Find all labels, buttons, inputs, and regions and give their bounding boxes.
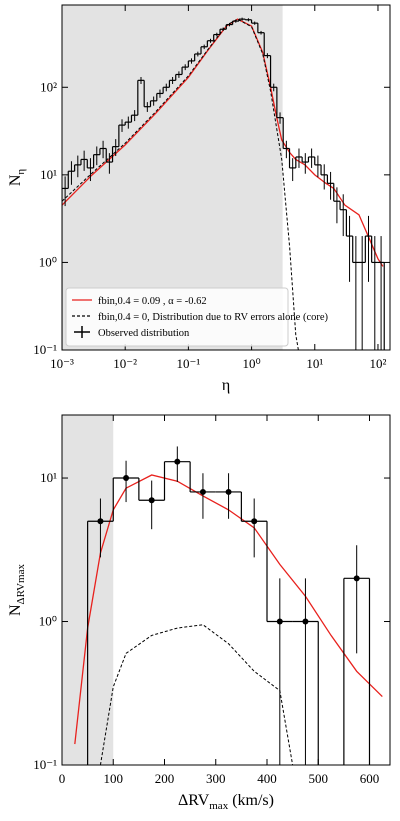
x-tick-label: 10⁰ [242, 356, 260, 371]
model-line [62, 18, 299, 350]
x-axis-label: η [222, 377, 230, 394]
plot-frame [61, 414, 391, 766]
y-axis-label-part: η [15, 169, 27, 175]
y-axis-label: NΔRVmax [7, 564, 27, 616]
y-tick-label: 10⁰ [39, 614, 57, 629]
y-tick-label: 10⁻¹ [33, 757, 57, 772]
x-tick-label: 500 [309, 771, 329, 786]
x-axis-label-part: ΔRV [178, 792, 210, 809]
y-axis-label-part: ΔRVmax [15, 564, 27, 605]
x-tick-label: 300 [206, 771, 226, 786]
plot-frame [61, 4, 391, 351]
legend-box [65, 287, 289, 347]
y-tick-label: 10¹ [40, 167, 57, 182]
x-axis-label-part: η [222, 377, 230, 394]
x-tick-label: 10⁻² [113, 356, 137, 371]
y-axis-label: Nη [7, 169, 27, 187]
data-point [251, 518, 258, 525]
x-axis-label-part: max [209, 800, 228, 812]
legend-label: fbin,0.4 = 0.09 , α = -0.62 [98, 296, 207, 307]
data-point [174, 458, 181, 465]
x-tick-label: 400 [257, 771, 277, 786]
x-tick-label: 10² [370, 356, 387, 371]
y-tick-label: 10¹ [40, 470, 57, 485]
x-tick-label: 200 [155, 771, 175, 786]
plot-area [62, 17, 385, 350]
model-line [62, 18, 384, 267]
y-axis-label-part: N [7, 604, 24, 616]
y-axis-label-part: N [7, 174, 24, 186]
x-tick-label: 600 [360, 771, 380, 786]
y-tick-label: 10² [40, 79, 57, 94]
y-tick-label: 10⁻¹ [33, 342, 57, 357]
y-tick-label: 10⁰ [39, 254, 57, 269]
data-point [302, 618, 309, 625]
data-point [353, 575, 360, 582]
data-point [199, 488, 206, 495]
panel: 10⁻³ 10⁻² 10⁻¹ 10⁰ 10¹ 10²10⁻¹10⁰10¹10²ηNηfbi… [7, 4, 391, 394]
x-tick-label: 10⁻³ [50, 356, 74, 371]
data-point [148, 497, 155, 504]
x-axis-label-part: (km/s) [228, 792, 274, 809]
model-line [99, 624, 294, 765]
x-tick-label: 0 [59, 771, 66, 786]
plot-area [74, 446, 383, 765]
legend-label: Observed distribution [98, 328, 190, 339]
data-point [123, 475, 130, 482]
data-point [276, 618, 283, 625]
x-tick-label: 10¹ [306, 356, 323, 371]
x-axis-label: ΔRVmax (km/s) [178, 792, 274, 812]
data-point [97, 518, 104, 525]
legend-label: fbin,0.4 = 0, Distribution due to RV err… [98, 312, 329, 323]
x-tick-label: 100 [104, 771, 124, 786]
data-point [225, 488, 232, 495]
panel: 0 100 200 300 400 500 600 10⁻¹ 10⁰ 10¹ ΔRVmax (km/… [7, 414, 391, 812]
x-tick-label: 10⁻¹ [177, 356, 201, 371]
